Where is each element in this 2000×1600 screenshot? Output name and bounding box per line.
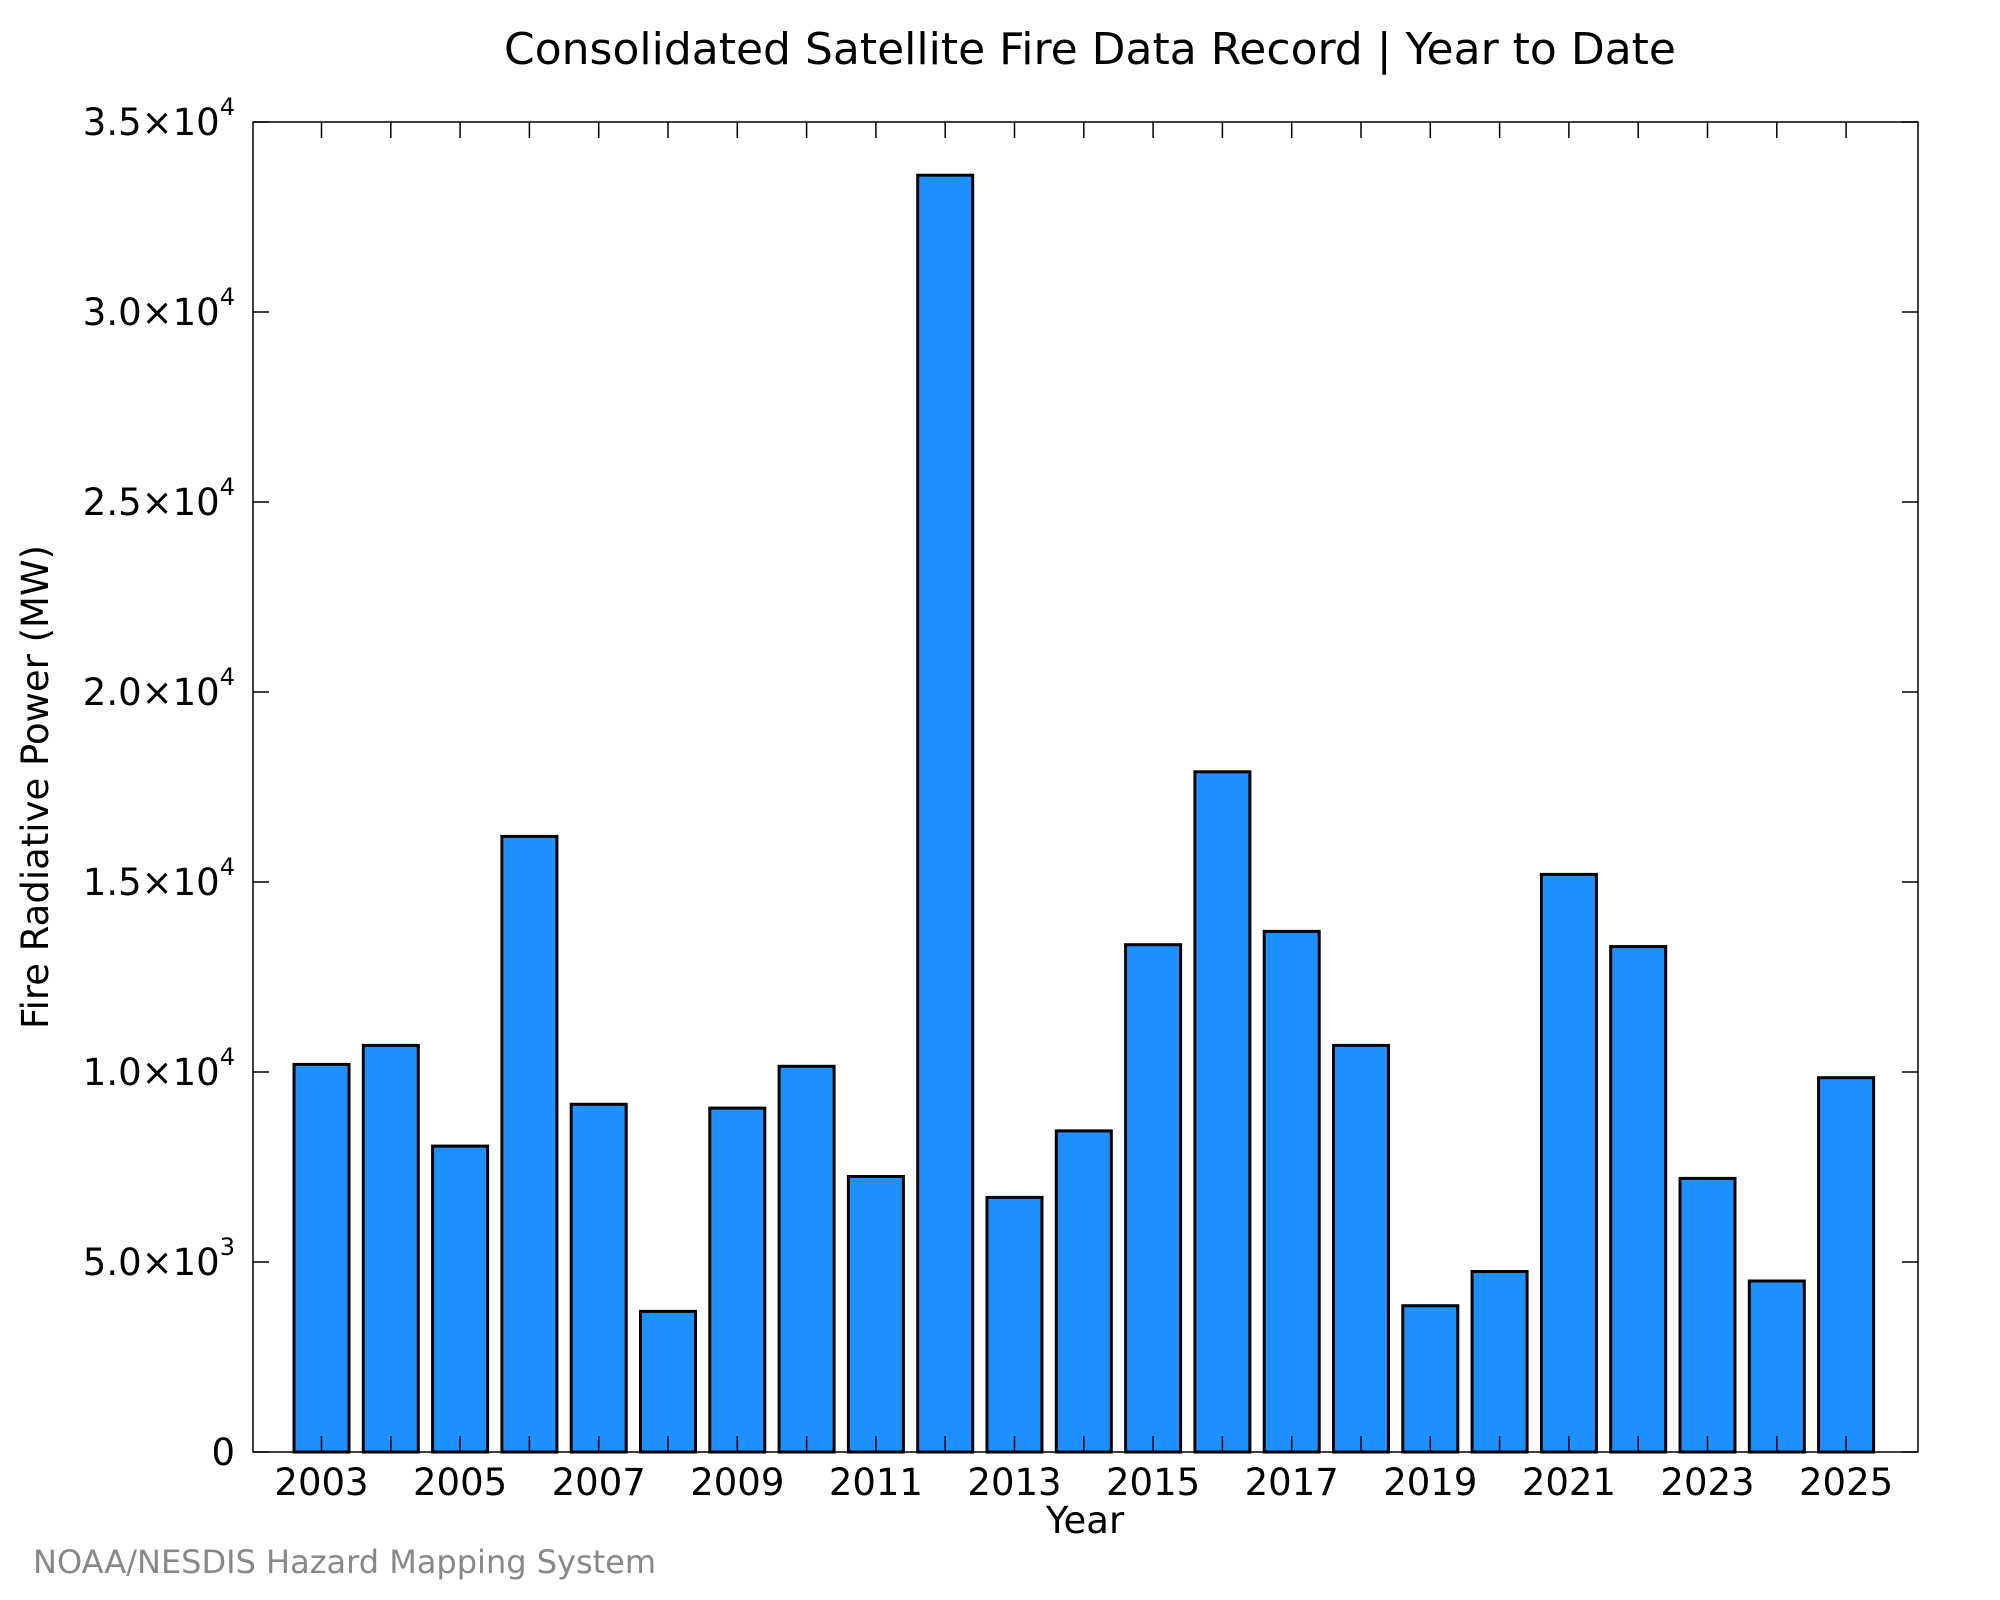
bar-2020 (1470, 1270, 1529, 1454)
bar-2018 (1332, 1043, 1390, 1454)
x-tick-label: 2025 (1799, 1461, 1893, 1504)
bar-2007 (569, 1102, 628, 1454)
bar-2012 (916, 173, 975, 1454)
bar-2025 (1817, 1076, 1876, 1454)
bar-2023 (1678, 1176, 1737, 1454)
x-tick-label: 2019 (1383, 1461, 1477, 1504)
bar-2021 (1539, 872, 1598, 1454)
bar-2009 (708, 1106, 767, 1454)
bar-2015 (1124, 943, 1183, 1454)
bar-2022 (1609, 945, 1668, 1454)
y-tick-label: 2.5×104 (83, 473, 235, 524)
y-tick-label: 2.0×104 (83, 663, 235, 714)
y-tick-label: 1.5×104 (83, 853, 235, 904)
x-tick-label: 2007 (552, 1461, 646, 1504)
bar-2004 (361, 1043, 420, 1454)
bar-2006 (500, 834, 559, 1454)
x-tick-label: 2003 (274, 1461, 368, 1504)
x-axis-title: Year (1045, 1499, 1125, 1542)
plot-frame (252, 121, 1919, 1453)
bar-2024 (1747, 1279, 1806, 1454)
bar-2013 (985, 1195, 1044, 1454)
x-tick-label: 2017 (1245, 1461, 1339, 1504)
y-tick-label: 3.5×104 (83, 93, 235, 144)
y-axis-title: Fire Radiative Power (MW) (14, 545, 57, 1029)
x-tick-label: 2023 (1660, 1461, 1754, 1504)
y-tick-label: 5.0×103 (83, 1233, 235, 1284)
bar-2008 (639, 1309, 697, 1454)
x-axis: 2003 2005 2007 2009 2011 2013 2015 2017 2019 2021… (274, 122, 1893, 1504)
bar-2011 (846, 1175, 905, 1454)
bar-2010 (777, 1064, 836, 1454)
x-tick-label: 2021 (1522, 1461, 1616, 1504)
x-tick-label: 2011 (829, 1461, 923, 1504)
x-tick-label: 2013 (967, 1461, 1061, 1504)
x-tick-label: 2005 (413, 1461, 507, 1504)
y-tick-label: 3.0×104 (83, 283, 235, 334)
bar-2003 (292, 1062, 351, 1454)
y-tick-label: 1.0×104 (83, 1043, 235, 1094)
bar-2016 (1193, 770, 1252, 1454)
bars-layer (292, 173, 1876, 1454)
bar-2014 (1054, 1129, 1113, 1454)
y-axis: 0 5.0×103 1.0×104 1.5×104 2.0×104 2.5×104 3.0×… (83, 93, 1918, 1474)
bar-2017 (1262, 929, 1321, 1454)
x-tick-label: 2015 (1106, 1461, 1200, 1504)
y-tick-label: 0 (211, 1431, 235, 1474)
bar-2005 (431, 1144, 490, 1454)
bar-2019 (1401, 1304, 1460, 1454)
x-tick-label: 2009 (690, 1461, 784, 1504)
chart-title: Consolidated Satellite Fire Data Record … (504, 24, 1676, 75)
credit-text: NOAA/NESDIS Hazard Mapping System (33, 1543, 656, 1581)
